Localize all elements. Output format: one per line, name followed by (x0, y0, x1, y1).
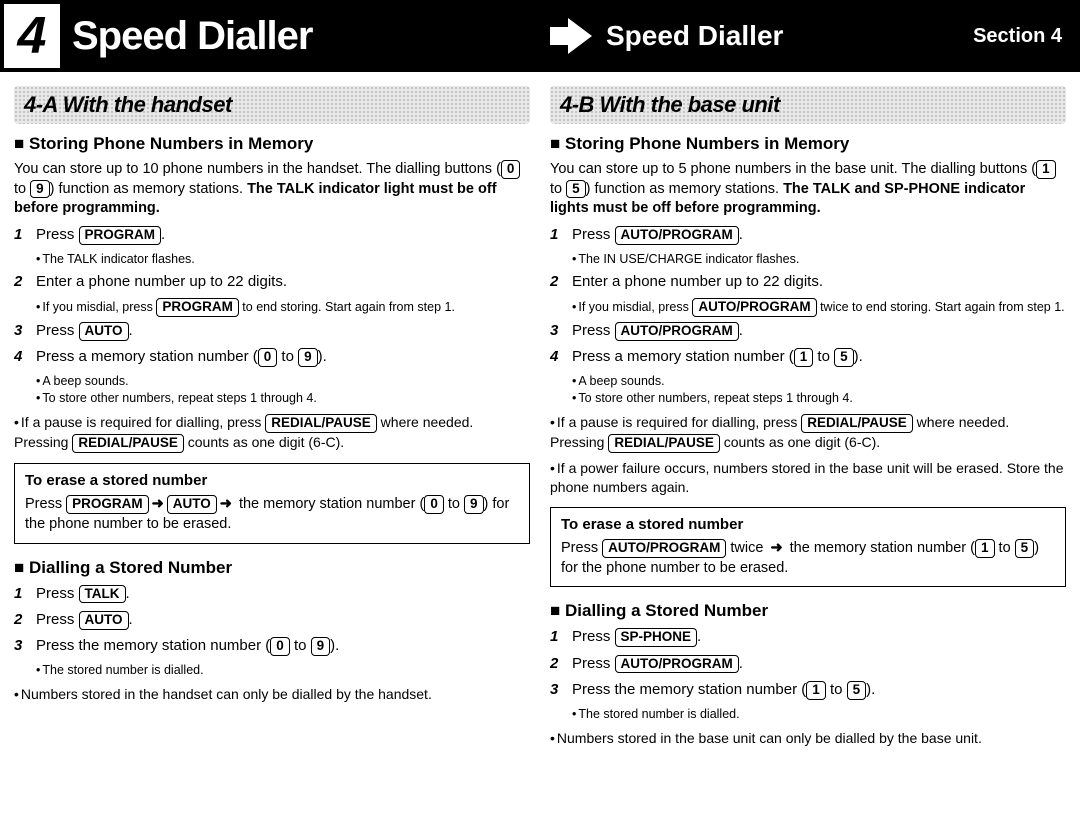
pause-note-right: •If a pause is required for dialling, pr… (550, 413, 1066, 453)
right-column: 4-B With the base unit Storing Phone Num… (544, 78, 1072, 754)
left-column: 4-A With the handset Storing Phone Numbe… (8, 78, 536, 754)
note: To store other numbers, repeat steps 1 t… (36, 390, 530, 407)
subheader-4a: 4-A With the handset (14, 86, 530, 124)
content-columns: 4-A With the handset Storing Phone Numbe… (0, 72, 1080, 754)
key-1: 1 (794, 348, 814, 367)
key-program: PROGRAM (156, 298, 239, 317)
arrow-icon (550, 18, 592, 54)
key-auto-program: AUTO/PROGRAM (602, 539, 726, 558)
key-auto: AUTO (167, 495, 217, 514)
key-9: 9 (311, 637, 331, 656)
key-program: PROGRAM (79, 226, 162, 245)
arrow-icon: ➜ (220, 494, 232, 514)
key-redial-pause: REDIAL/PAUSE (72, 434, 184, 453)
key-9: 9 (298, 348, 318, 367)
header-title-sub: Speed Dialler (606, 20, 783, 52)
key-0: 0 (424, 495, 444, 514)
subheader-4b: 4-B With the base unit (550, 86, 1066, 124)
key-auto-program: AUTO/PROGRAM (615, 655, 739, 674)
key-5: 5 (1015, 539, 1035, 558)
key-auto: AUTO (79, 322, 129, 341)
note: The IN USE/CHARGE indicator flashes. (572, 251, 1066, 268)
dial-title-right: Dialling a Stored Number (550, 601, 1066, 621)
note: The TALK indicator flashes. (36, 251, 530, 268)
storing-title-left: Storing Phone Numbers in Memory (14, 134, 530, 154)
erase-title-left: To erase a stored number (25, 470, 519, 491)
header-section-label: Section 4 (973, 25, 1062, 48)
storing-intro-left: You can store up to 10 phone numbers in … (14, 160, 530, 219)
dial-title-left: Dialling a Stored Number (14, 558, 530, 578)
key-program: PROGRAM (66, 495, 149, 514)
key-auto-program: AUTO/PROGRAM (692, 298, 816, 317)
note: A beep sounds. (572, 373, 1066, 390)
key-redial-pause: REDIAL/PAUSE (265, 414, 377, 433)
arrow-icon: ➜ (152, 494, 164, 514)
key-1: 1 (806, 681, 826, 700)
key-auto: AUTO (79, 611, 129, 630)
note: The stored number is dialled. (36, 662, 530, 679)
power-fail-note: •If a power failure occurs, numbers stor… (550, 459, 1066, 497)
key-redial-pause: REDIAL/PAUSE (608, 434, 720, 453)
key-5: 5 (834, 348, 854, 367)
key-auto-program: AUTO/PROGRAM (615, 322, 739, 341)
note: A beep sounds. (36, 373, 530, 390)
key-redial-pause: REDIAL/PAUSE (801, 414, 913, 433)
key-auto-program: AUTO/PROGRAM (615, 226, 739, 245)
key-5: 5 (847, 681, 867, 700)
key-sp-phone: SP-PHONE (615, 628, 698, 647)
header-title-main: Speed Dialler (64, 14, 312, 59)
header-left: 4 Speed Dialler (0, 0, 540, 72)
erase-box-right: To erase a stored number Press AUTO/PROG… (550, 507, 1066, 588)
note: If you misdial, press PROGRAM to end sto… (36, 298, 530, 317)
key-1: 1 (1036, 160, 1056, 179)
storing-steps-left: 1Press PROGRAM. (14, 225, 530, 245)
section-number: 4 (0, 0, 60, 72)
storing-title-right: Storing Phone Numbers in Memory (550, 134, 1066, 154)
footnote-right: •Numbers stored in the base unit can onl… (550, 729, 1066, 748)
key-5: 5 (566, 180, 586, 199)
erase-title-right: To erase a stored number (561, 514, 1055, 535)
pause-note-left: •If a pause is required for dialling, pr… (14, 413, 530, 453)
key-9: 9 (30, 180, 50, 199)
key-0: 0 (501, 160, 521, 179)
key-0: 0 (270, 637, 290, 656)
arrow-icon: ➜ (770, 538, 782, 558)
erase-box-left: To erase a stored number Press PROGRAM➜A… (14, 463, 530, 544)
page-header: 4 Speed Dialler Speed Dialler Section 4 (0, 0, 1080, 72)
key-9: 9 (464, 495, 484, 514)
note: The stored number is dialled. (572, 706, 1066, 723)
note: If you misdial, press AUTO/PROGRAM twice… (572, 298, 1066, 317)
header-right: Speed Dialler Section 4 (540, 0, 1080, 72)
key-talk: TALK (79, 585, 126, 604)
key-1: 1 (975, 539, 995, 558)
key-0: 0 (258, 348, 278, 367)
footnote-left: •Numbers stored in the handset can only … (14, 685, 530, 704)
storing-intro-right: You can store up to 5 phone numbers in t… (550, 160, 1066, 219)
note: To store other numbers, repeat steps 1 t… (572, 390, 1066, 407)
